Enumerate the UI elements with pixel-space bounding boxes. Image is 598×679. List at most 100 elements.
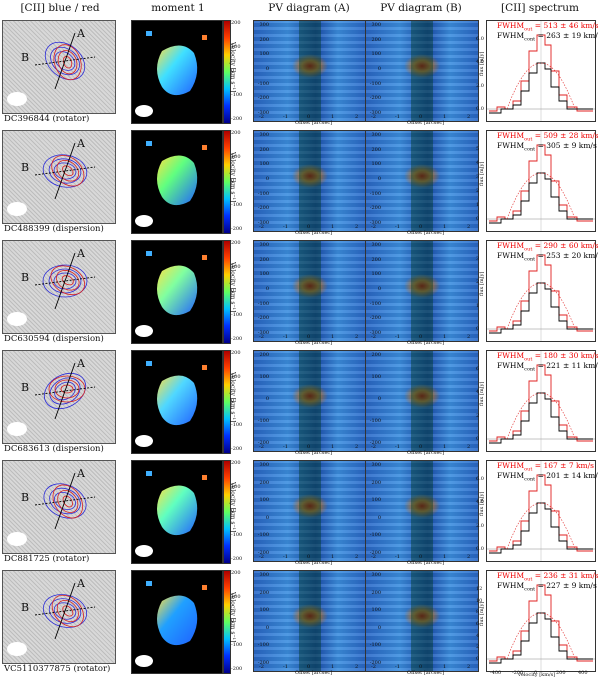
fwhm-cont-value: = 253 ± 20 km/s [537, 251, 598, 260]
cii-blue-red-panel: A B [2, 570, 116, 664]
flux-tick: 10 [476, 597, 483, 604]
pv-xtick: -1 [395, 664, 400, 670]
pv-xtick: 0 [307, 334, 311, 340]
cii-spectrum-plot [486, 460, 596, 562]
pv-ytick: 0 [265, 286, 269, 292]
pv-ytick: 100 [371, 497, 381, 504]
pv-xtick: 2 [355, 224, 359, 230]
pv-ytick: 0 [377, 176, 381, 182]
pv-ytick: -100 [369, 80, 381, 87]
pv-ytick: 300 [259, 132, 269, 138]
pv-xtick: 0 [419, 554, 423, 560]
colorbar-label: Velocity [km s⁻¹] [229, 42, 236, 93]
colorbar-tick: 200 [231, 20, 241, 26]
cii-blue-red-panel: A B [2, 20, 116, 114]
flux-tick: 8 [476, 609, 480, 616]
fwhm-cont-label: FWHM [497, 581, 525, 590]
flux-tick: 6.0 [476, 36, 484, 42]
source-caption: DC488399 (dispersion) [4, 224, 104, 234]
fwhm-out-sub: out [524, 246, 533, 253]
pv-ytick: 300 [259, 462, 269, 468]
pv-ytick: 200 [371, 589, 381, 596]
flux-tick: 2 [476, 279, 480, 286]
fwhm-cont-sub: cont [524, 256, 536, 263]
pv-xtick: -1 [395, 224, 400, 230]
figure-row: A B VC5110377875 (rotator) [0, 566, 598, 678]
moment1-map [131, 570, 223, 674]
moment1-map [131, 460, 223, 564]
pv-xlabel: Offset [arcsec] [407, 560, 445, 566]
fwhm-out-value: = 513 ± 46 km/s [534, 21, 598, 30]
pv-ytick: -300 [369, 110, 381, 116]
pv-xlabel: Offset [arcsec] [295, 670, 333, 676]
colorbar-tick: -100 [231, 532, 243, 538]
pv-ytick: 100 [371, 607, 381, 614]
pv-xtick: 0 [307, 224, 311, 230]
flux-tick: 5 [476, 146, 480, 152]
fwhm-cont-label: FWHM [497, 141, 525, 150]
flux-tick: 4.0 [476, 59, 484, 66]
colorbar-tick: -200 [231, 666, 243, 672]
pv-diagram-b [365, 460, 479, 562]
pv-ytick: -100 [369, 190, 381, 197]
flux-tick: 1 [476, 202, 480, 208]
flux-tick: 2.0 [476, 522, 484, 529]
pv-ytick: 0 [377, 396, 381, 402]
colorbar-tick: 0 [231, 68, 235, 74]
flux-tick: 2 [476, 644, 480, 651]
colorbar-tick: -200 [231, 446, 243, 452]
axis-label-b: B [21, 381, 30, 394]
flux-tick: 6.0 [476, 476, 484, 482]
pv-xtick: 1 [331, 444, 335, 450]
pv-ytick: 100 [259, 51, 269, 58]
flux-axis-label: flux [mJy] [479, 381, 485, 406]
pv-xtick: 2 [467, 664, 471, 670]
pv-ytick: -200 [257, 660, 269, 666]
fwhm-cont-sub: cont [524, 586, 536, 593]
pv-diagram-b [365, 130, 479, 232]
flux-axis-label: flux [mJy] [479, 271, 485, 296]
colorbar-tick: -100 [231, 202, 243, 208]
pv-aperture-band [410, 571, 434, 671]
pv-aperture-band [298, 571, 322, 671]
colorbar-label: Velocity [km s⁻¹] [229, 152, 236, 203]
pv-xtick: -2 [371, 444, 376, 450]
pv-ytick: -100 [369, 642, 381, 649]
pv-xlabel: Offset [arcsec] [295, 340, 333, 346]
cii-spectrum-plot [486, 350, 596, 452]
pv-ytick: 100 [259, 161, 269, 168]
flux-tick: 4.0 [476, 499, 484, 506]
pv-ytick: 200 [259, 479, 269, 486]
pv-diagram-a [253, 20, 367, 122]
axis-label-b: B [21, 161, 30, 174]
fwhm-cont-value: = 201 ± 14 km/s [537, 471, 598, 480]
pv-ytick: 100 [259, 607, 269, 614]
colorbar-tick: -200 [231, 226, 243, 232]
moment1-map [131, 240, 223, 344]
fwhm-out-label: FWHM [497, 241, 525, 250]
fwhm-cont-label: FWHM [497, 361, 525, 370]
spec-xtick: -400 [490, 670, 502, 676]
pv-ytick: 200 [259, 256, 269, 263]
pv-ytick: 300 [371, 132, 381, 138]
pv-aperture-band [298, 241, 322, 341]
pv-xtick: -2 [371, 114, 376, 120]
colorbar-tick: -200 [231, 556, 243, 562]
flux-tick: 0 [476, 216, 480, 222]
pv-xtick: -1 [283, 554, 288, 560]
axis-label-a: A [77, 137, 85, 150]
axis-label-a: A [77, 357, 85, 370]
colorbar-label: Velocity [km s⁻¹] [229, 482, 236, 533]
source-caption: DC683613 (dispersion) [4, 444, 104, 454]
fwhm-cont-value: = 263 ± 19 km/s [537, 31, 598, 40]
flux-tick: 12 [476, 586, 483, 592]
pv-aperture-band [410, 21, 434, 121]
pv-xtick: 0 [419, 114, 423, 120]
pv-ytick: -100 [257, 532, 269, 539]
pv-aperture-band [298, 461, 322, 561]
pv-ytick: -300 [369, 330, 381, 336]
fwhm-cont-label: FWHM [497, 251, 525, 260]
pv-xtick: -2 [259, 334, 264, 340]
pv-xtick: -2 [371, 664, 376, 670]
header-cii-blue-red: [CII] blue / red [20, 2, 100, 14]
